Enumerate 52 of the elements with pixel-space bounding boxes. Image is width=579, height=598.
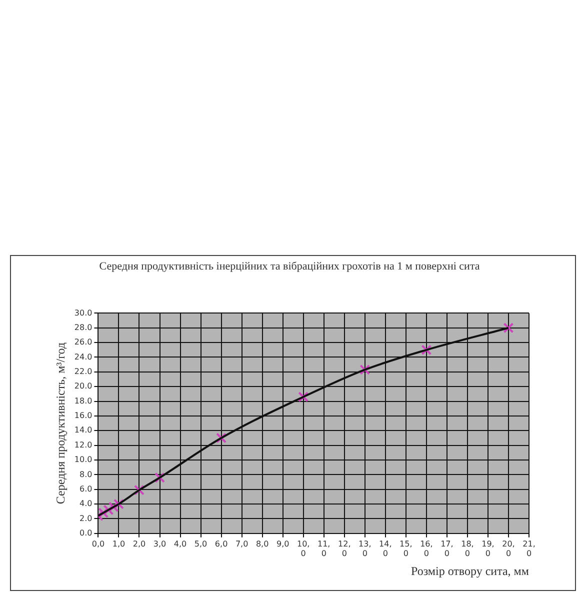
x-tick-label: 3,0	[153, 539, 166, 548]
y-tick-label: 26.0	[74, 338, 92, 347]
x-tick-label: 16,0	[420, 539, 433, 558]
x-tick-label: 18,0	[461, 539, 474, 558]
point	[113, 498, 124, 510]
x-tick-label: 13,0	[358, 539, 372, 558]
y-tick-label: 12.0	[74, 440, 92, 450]
x-tick-label: 4,0	[174, 539, 187, 548]
x-tick-label: 10,0	[296, 539, 310, 558]
x-tick-label: 2,0	[132, 539, 146, 548]
x-tick-label: 17,0	[440, 539, 454, 558]
x-tick-label: 12,0	[338, 539, 351, 558]
y-tick-label: 4.0	[79, 499, 92, 508]
x-tick-label: 8,0	[256, 539, 269, 548]
y-tick-label: 16.0	[74, 411, 92, 420]
x-tick-label: 6,0	[214, 539, 228, 548]
x-axis-title: Розмір отвору сита, мм	[410, 564, 530, 578]
point	[154, 472, 165, 483]
point	[298, 392, 309, 402]
chart-title: Середня продуктивність інерційних та вібраційних грохотів на 1 м поверхні сита	[99, 260, 480, 272]
point	[216, 432, 227, 444]
y-tick-label: 6.0	[79, 484, 92, 494]
x-tick-label: 19,0	[482, 539, 494, 558]
x-tick-label: 5,0	[194, 539, 208, 548]
y-tick-label: 28.0	[74, 322, 92, 332]
x-tick-label: 7,0	[235, 539, 248, 548]
y-axis-title: Середня продуктивність, м³/год	[53, 342, 68, 504]
x-tick-label: 20,0	[502, 539, 515, 558]
point	[503, 322, 514, 334]
y-tick-label: 18.0	[74, 396, 92, 406]
x-tick-label: 0,0	[92, 539, 105, 548]
x-tick-label: 9,0	[276, 539, 290, 548]
y-tick-label: 2.0	[79, 514, 92, 523]
point	[103, 504, 114, 516]
y-tick-label: 8.0	[79, 470, 92, 479]
x-tick-label: 15,0	[400, 539, 412, 558]
point	[360, 364, 370, 375]
y-tick-label: 0.0	[79, 528, 92, 538]
point	[108, 502, 119, 512]
y-tick-label: 24.0	[74, 352, 92, 362]
x-tick-label: 11,0	[317, 539, 330, 558]
x-tick-label: 14,0	[379, 539, 392, 558]
x-tick-label: 1,0	[112, 539, 126, 548]
y-tick-label: 30.0	[74, 308, 92, 318]
y-tick-label: 20.0	[74, 382, 92, 391]
point	[134, 484, 144, 496]
y-tick-label: 22.0	[74, 367, 92, 376]
point	[98, 508, 109, 518]
point	[421, 344, 432, 356]
x-tick-label: 21,0	[522, 539, 536, 558]
y-tick-label: 10.0	[74, 455, 92, 464]
y-tick-label: 14.0	[74, 426, 92, 435]
